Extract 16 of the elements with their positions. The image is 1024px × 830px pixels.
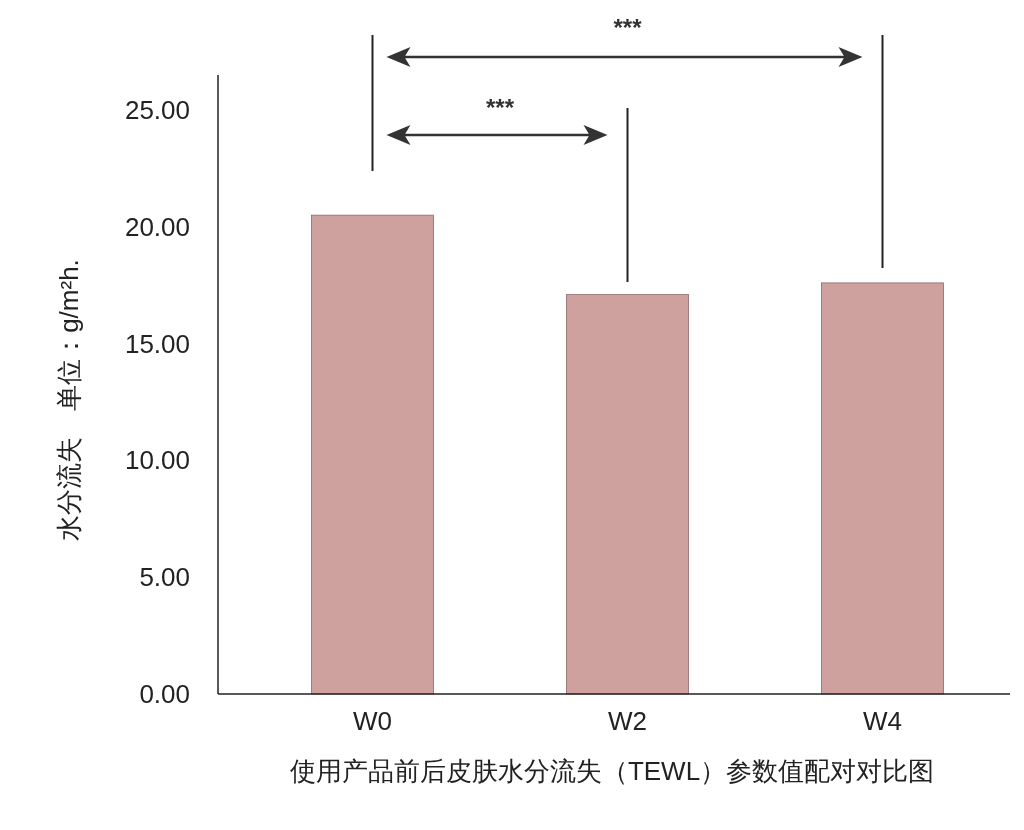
annotation: *** [485, 94, 515, 121]
y-axis-title: 水分流失 单位：g/m²h. [54, 259, 84, 541]
y-tick-label: 25.00 [124, 95, 190, 126]
bar [311, 214, 434, 695]
bar [566, 294, 689, 695]
text: *** [613, 14, 643, 41]
y-tick-label: 10.00 [124, 445, 190, 476]
y-tick-label: 0.00 [139, 679, 190, 709]
x-tick-label: W4 [863, 706, 902, 736]
y-tick-label: 20.00 [124, 211, 190, 242]
x-tick-label: W0 [353, 706, 392, 736]
x-axis-title: 使用产品前后皮肤水分流失（TEWL）参数值配对对比图 [289, 756, 935, 786]
bar [821, 282, 944, 695]
x-tick-label: W2 [608, 706, 647, 736]
y-tick-label: 5.00 [139, 562, 190, 593]
y-tick-label: 15.00 [124, 328, 190, 359]
